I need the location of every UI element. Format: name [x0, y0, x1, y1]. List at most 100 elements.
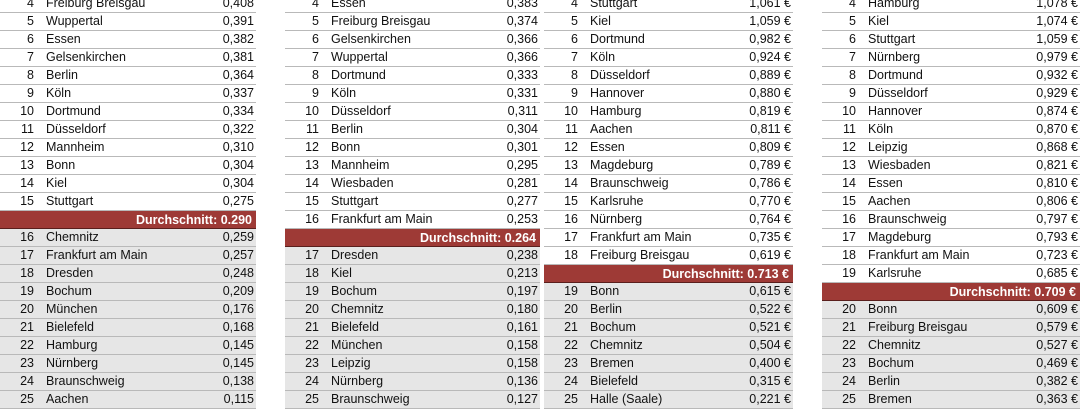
- cell-rank: 6: [571, 32, 578, 46]
- cell-value: 0,366: [506, 32, 538, 46]
- cell-value: 0,304: [222, 158, 254, 172]
- cell-value: 0,257: [222, 248, 254, 262]
- cell-value: 0,248: [222, 266, 254, 280]
- table-row: 21 Freiburg Breisgau 0,579 €: [822, 319, 1080, 337]
- cell-name: Bochum: [590, 320, 636, 334]
- cell-name: Braunschweig: [46, 374, 125, 388]
- cell-value: 0,809 €: [749, 140, 791, 154]
- table-row: 23 Bochum 0,469 €: [822, 355, 1080, 373]
- cell-value: 0,579 €: [1036, 320, 1078, 334]
- cell-value: 0,304: [506, 122, 538, 136]
- cell-rank: 16: [20, 230, 34, 244]
- cell-value: 0,609 €: [1036, 302, 1078, 316]
- table-row: 10 Hamburg 0,819 €: [544, 103, 793, 121]
- cell-rank: 12: [842, 140, 856, 154]
- table-row: 18 Dresden 0,248: [0, 265, 256, 283]
- cell-name: Karlsruhe: [590, 194, 644, 208]
- cell-name: Bremen: [868, 392, 912, 406]
- cell-value: 0,382: [222, 32, 254, 46]
- table-row: 25 Braunschweig 0,127: [285, 391, 540, 409]
- cell-name: Düsseldorf: [46, 122, 106, 136]
- table-row: 13 Wiesbaden 0,821 €: [822, 157, 1080, 175]
- cell-name: Frankfurt am Main: [868, 248, 970, 262]
- cell-name: Braunschweig: [331, 392, 410, 406]
- table-row: 22 Chemnitz 0,504 €: [544, 337, 793, 355]
- table-row: 9 Köln 0,337: [0, 85, 256, 103]
- cell-value: 0,408: [222, 0, 254, 10]
- table-row: 4 Freiburg Breisgau 0,408: [0, 0, 256, 13]
- table-row: 12 Essen 0,809 €: [544, 139, 793, 157]
- cell-value: 0,382 €: [1036, 374, 1078, 388]
- cell-name: Bonn: [331, 140, 361, 154]
- table-row: 12 Bonn 0,301: [285, 139, 540, 157]
- cell-rank: 13: [842, 158, 856, 172]
- table-row: 23 Bremen 0,400 €: [544, 355, 793, 373]
- cell-name: Köln: [868, 122, 894, 136]
- table-row: 4 Stuttgart 1,061 €: [544, 0, 793, 13]
- cell-name: Berlin: [46, 68, 78, 82]
- cell-rank: 18: [20, 266, 34, 280]
- cell-value: 0,797 €: [1036, 212, 1078, 226]
- cell-rank: 23: [305, 356, 319, 370]
- cell-value: 0,381: [222, 50, 254, 64]
- cell-rank: 11: [565, 122, 578, 136]
- average-bar: Durchschnitt: 0.713 €: [544, 265, 793, 283]
- cell-rank: 9: [571, 86, 578, 100]
- cell-rank: 6: [27, 32, 34, 46]
- table-row: 20 Bonn 0,609 €: [822, 301, 1080, 319]
- cell-name: Essen: [590, 140, 625, 154]
- table-row: 11 Düsseldorf 0,322: [0, 121, 256, 139]
- cell-rank: 10: [564, 104, 578, 118]
- cell-name: Wiesbaden: [331, 176, 394, 190]
- cell-name: München: [331, 338, 383, 352]
- cell-name: Chemnitz: [331, 302, 384, 316]
- cell-value: 0,764 €: [749, 212, 791, 226]
- cell-rank: 24: [305, 374, 319, 388]
- cell-rank: 14: [20, 176, 34, 190]
- cell-name: Düsseldorf: [590, 68, 650, 82]
- table-row: 11 Aachen 0,811 €: [544, 121, 793, 139]
- table-row: 7 Nürnberg 0,979 €: [822, 49, 1080, 67]
- cell-name: Chemnitz: [590, 338, 643, 352]
- cell-value: 0,145: [222, 356, 254, 370]
- cell-name: Stuttgart: [46, 194, 94, 208]
- cell-name: München: [46, 302, 98, 316]
- cell-value: 0,391: [222, 14, 254, 28]
- cell-value: 0,789 €: [749, 158, 791, 172]
- cell-value: 0,127: [506, 392, 538, 406]
- cell-name: Freiburg Breisgau: [46, 0, 146, 10]
- cell-name: Köln: [331, 86, 357, 100]
- cell-rank: 22: [842, 338, 856, 352]
- table-row: 8 Dortmund 0,932 €: [822, 67, 1080, 85]
- table-row: 15 Karlsruhe 0,770 €: [544, 193, 793, 211]
- cell-rank: 11: [306, 122, 319, 136]
- cell-rank: 4: [27, 0, 34, 10]
- cell-name: Braunschweig: [590, 176, 669, 190]
- cell-rank: 9: [849, 86, 856, 100]
- cell-name: Wuppertal: [331, 50, 388, 64]
- cell-value: 0,383: [506, 0, 538, 10]
- cell-name: Essen: [331, 0, 366, 10]
- table-row: 24 Nürnberg 0,136: [285, 373, 540, 391]
- cell-rank: 20: [305, 302, 319, 316]
- cell-value: 0,145: [222, 338, 254, 352]
- cell-rank: 14: [305, 176, 319, 190]
- cell-rank: 19: [20, 284, 34, 298]
- table-row: 21 Bochum 0,521 €: [544, 319, 793, 337]
- cell-value: 0,880 €: [749, 86, 791, 100]
- cell-rank: 7: [849, 50, 856, 64]
- cell-name: Hannover: [868, 104, 923, 118]
- cell-rank: 21: [564, 320, 578, 334]
- cell-rank: 10: [842, 104, 856, 118]
- cell-name: Leipzig: [331, 356, 371, 370]
- table-row: 17 Frankfurt am Main 0,257: [0, 247, 256, 265]
- cell-value: 0,337: [222, 86, 254, 100]
- cell-value: 1,074 €: [1036, 14, 1078, 28]
- cell-value: 0,333: [506, 68, 538, 82]
- cell-name: Bielefeld: [331, 320, 379, 334]
- cell-name: Wiesbaden: [868, 158, 931, 172]
- cell-name: Leipzig: [868, 140, 908, 154]
- table-row: 21 Bielefeld 0,161: [285, 319, 540, 337]
- cell-name: Dortmund: [331, 68, 386, 82]
- cell-name: Aachen: [868, 194, 911, 208]
